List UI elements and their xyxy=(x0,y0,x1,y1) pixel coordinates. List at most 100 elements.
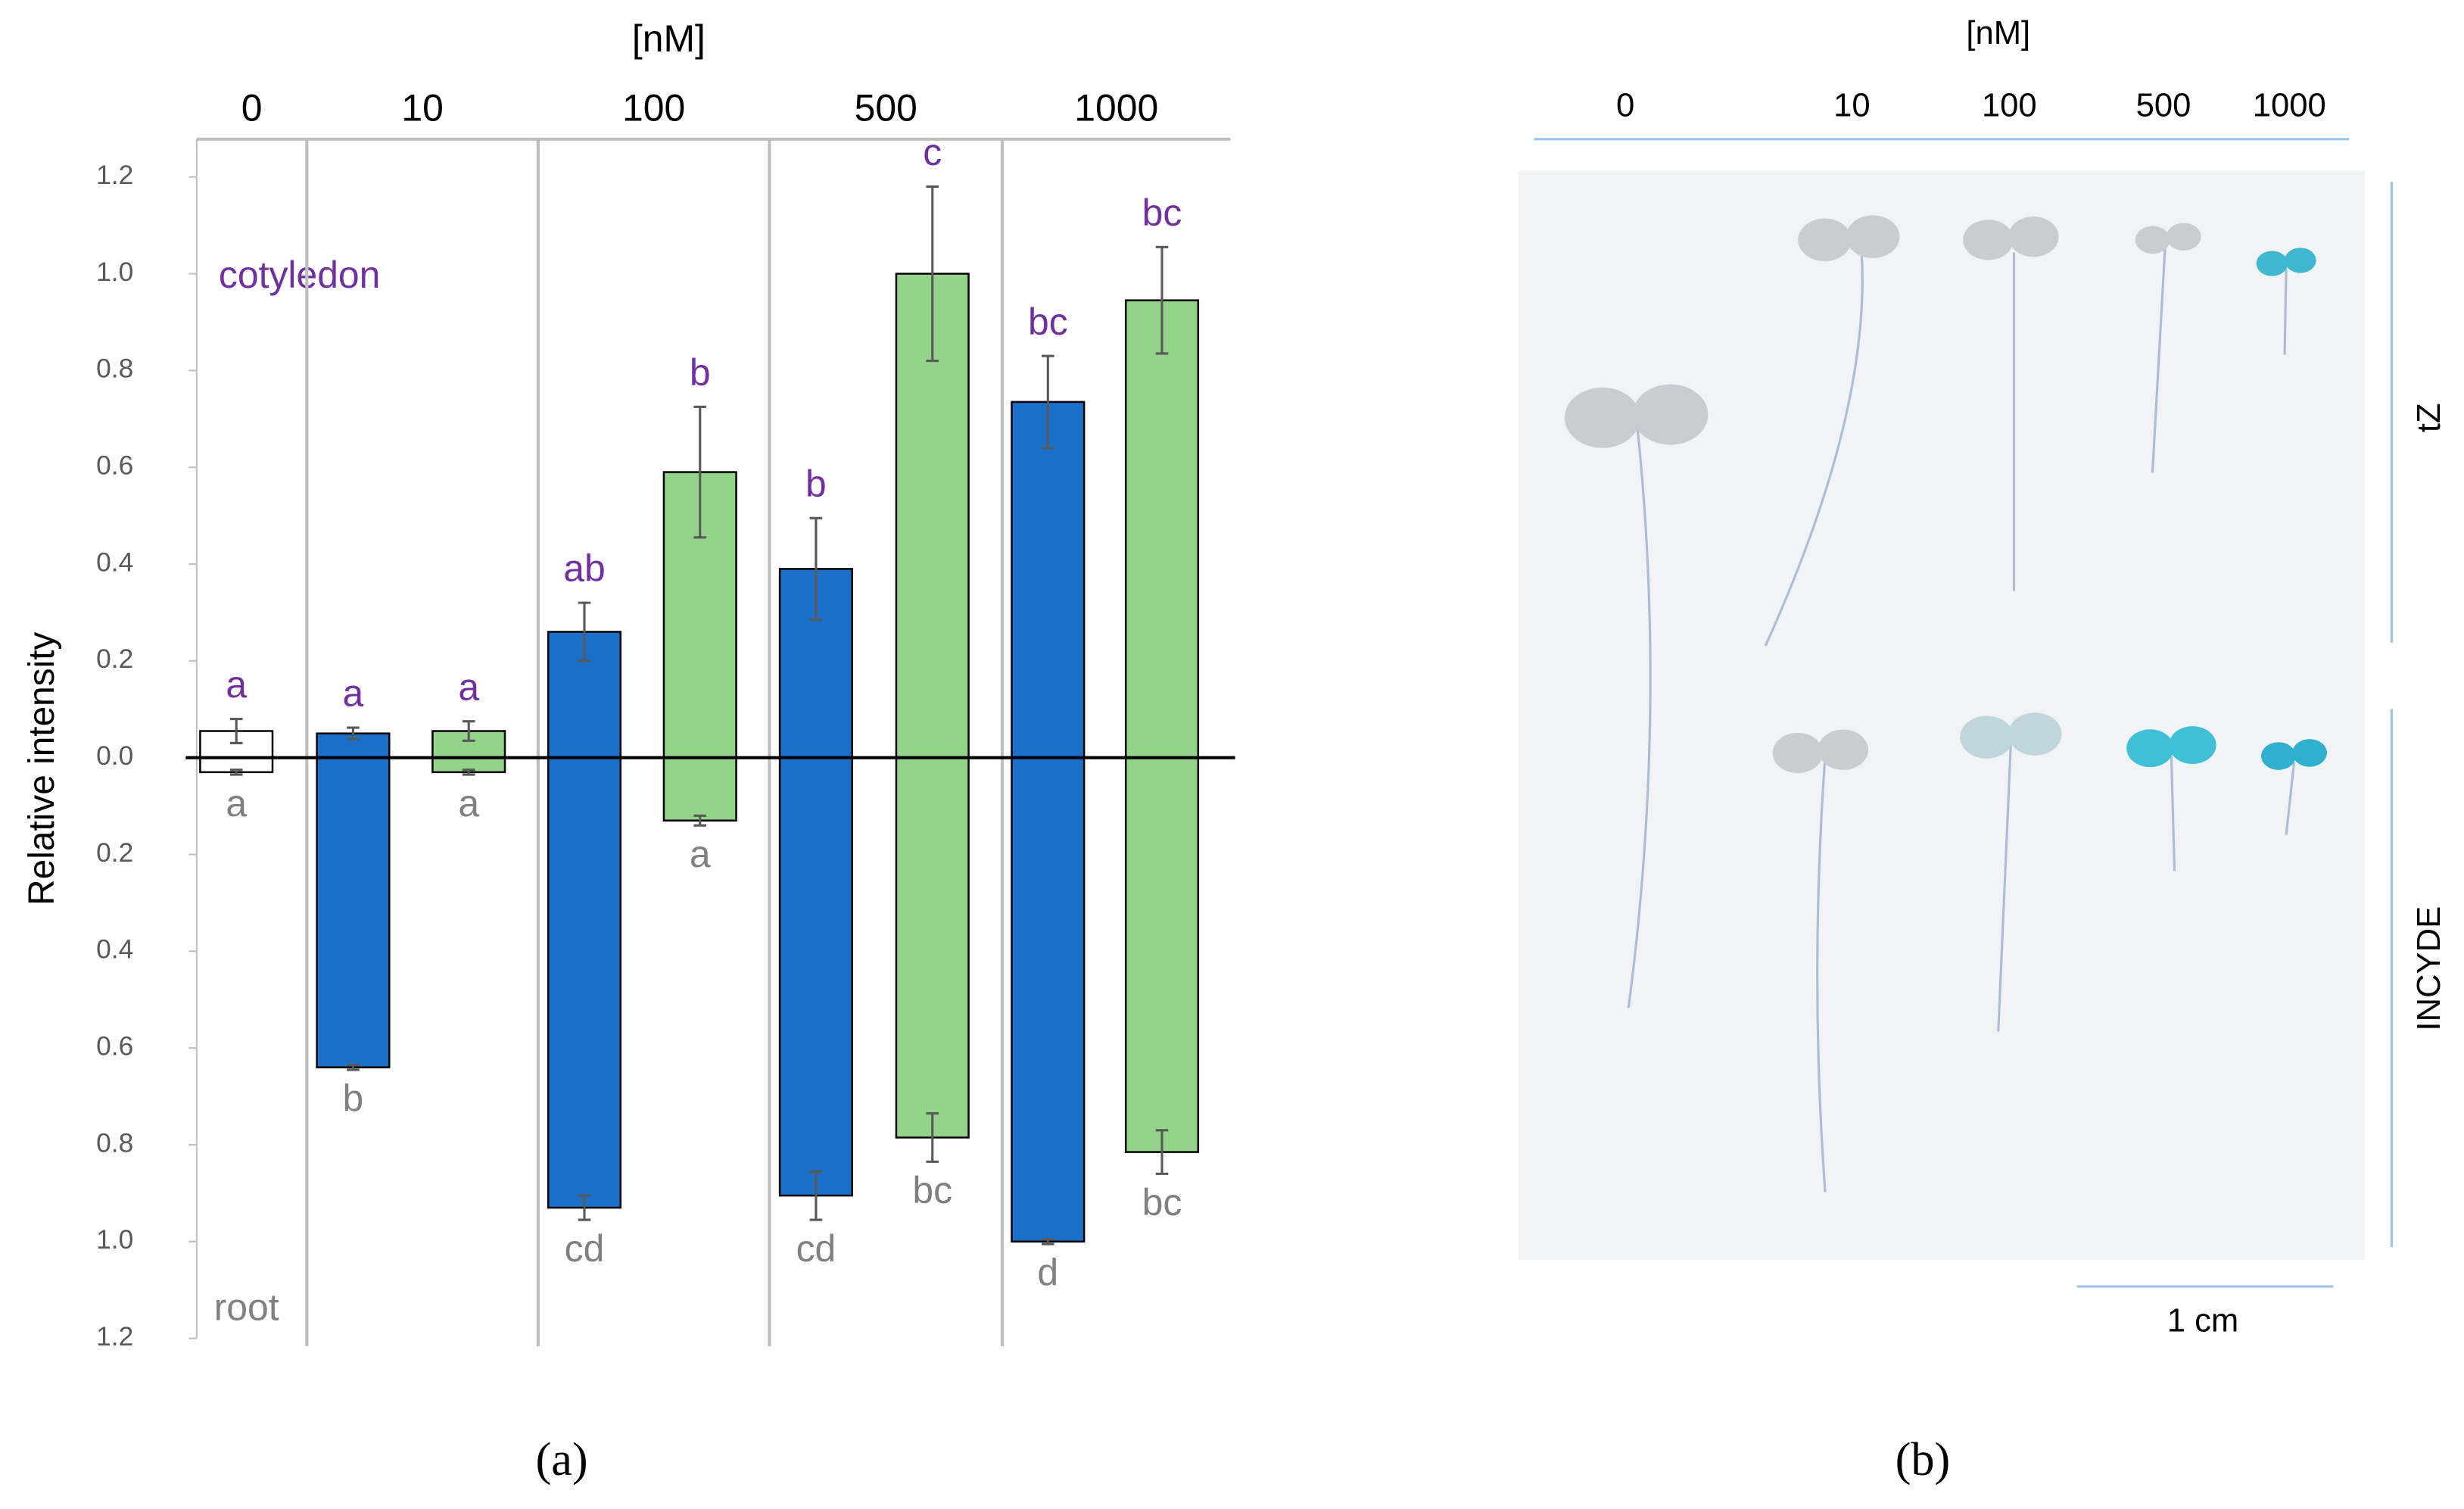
seedling-root xyxy=(2285,762,2296,835)
significance-letter: b xyxy=(690,351,711,394)
caption: (b) xyxy=(1896,1433,1951,1486)
cotyledon-leaf xyxy=(1772,732,1824,774)
significance-letter: bc xyxy=(1142,1181,1182,1224)
y-title: Relative intensity xyxy=(22,631,62,905)
column-label: 1000 xyxy=(2253,87,2326,124)
bar xyxy=(316,756,391,1068)
seedling-root xyxy=(2151,248,2167,473)
error-bar xyxy=(229,717,243,745)
significance-letter: d xyxy=(1037,1252,1058,1294)
cotyledon-leaf xyxy=(2008,217,2059,257)
cotyledon-leaf xyxy=(2126,729,2174,768)
bar xyxy=(662,756,737,822)
column-label: 500 xyxy=(2136,87,2191,124)
bar xyxy=(895,756,970,1139)
error-bar xyxy=(229,769,243,776)
y-tick-label: 0.0 xyxy=(96,741,133,771)
bar xyxy=(1124,299,1200,759)
cotyledon-leaf xyxy=(1564,387,1640,448)
chart-a: 1.2 1.0 0.8 0.6 0.4 0.2 0.0 0.2 0.4 0.6 0.8 1.0 1.2 0… xyxy=(96,87,1235,1352)
error-bar xyxy=(1155,245,1169,355)
significance-letter: bc xyxy=(912,1169,952,1211)
annotation: root xyxy=(214,1286,279,1328)
error-bar xyxy=(926,185,939,363)
seedling-root xyxy=(1816,756,1827,1193)
cotyledon-leaf xyxy=(2256,251,2288,276)
significance-letter: a xyxy=(458,666,479,708)
y-tick-label: 0.6 xyxy=(96,451,133,480)
significance-letter: a xyxy=(458,782,479,825)
photo-background xyxy=(1518,170,2366,1260)
scale-label: 1 cm xyxy=(2167,1302,2239,1339)
significance-letter: cd xyxy=(796,1227,836,1270)
error-bar xyxy=(578,1194,591,1221)
seedling-root xyxy=(1627,417,1652,1009)
error-bar xyxy=(1041,1238,1054,1246)
y-tick-label: 1.2 xyxy=(96,161,133,190)
seedling-root xyxy=(2170,756,2176,871)
row-label: INCYDE xyxy=(2410,906,2447,1031)
y-tick-label: 0.8 xyxy=(96,1128,133,1158)
error-bar xyxy=(462,769,475,776)
error-bar xyxy=(462,720,475,742)
seedling xyxy=(2135,223,2201,473)
y-tick-label: 0.8 xyxy=(96,354,133,384)
group-label: 500 xyxy=(855,87,917,129)
cotyledon-leaf xyxy=(1798,218,1852,262)
y-tick-label: 1.2 xyxy=(96,1322,133,1352)
significance-letter: bc xyxy=(1028,301,1068,343)
photo-panel: [nM] 0 10 100 500 1000 tZ INCYDE 1 cm (b… xyxy=(1518,14,2447,1486)
y-tick-label: 1.0 xyxy=(96,257,133,287)
seedling-root xyxy=(1764,249,1864,647)
significance-letter: a xyxy=(343,672,364,715)
y-tick-label: 0.2 xyxy=(96,838,133,868)
error-bar xyxy=(578,601,591,663)
significance-letter: a xyxy=(226,663,247,706)
seedling xyxy=(2126,726,2216,871)
seedling xyxy=(1772,729,1869,1193)
error-bar xyxy=(809,1170,823,1221)
significance-letter: b xyxy=(343,1077,364,1120)
error-bar xyxy=(809,516,823,622)
error-bar xyxy=(347,1063,360,1071)
error-bar xyxy=(1155,1129,1169,1175)
cotyledon-leaf xyxy=(2169,726,2216,764)
error-bar xyxy=(693,814,707,827)
cotyledon-leaf xyxy=(1818,729,1869,770)
cotyledon-leaf xyxy=(2285,248,2316,273)
seedling-root xyxy=(1997,743,2012,1032)
error-bar xyxy=(347,726,360,740)
caption: (a) xyxy=(535,1433,587,1486)
cotyledon-leaf xyxy=(2008,712,2062,756)
significance-letter: c xyxy=(923,131,942,173)
bar xyxy=(1011,756,1086,1243)
cotyledon-leaf xyxy=(2261,742,2296,770)
error-bar xyxy=(926,1111,939,1163)
seedling xyxy=(1764,215,1900,647)
error-bar xyxy=(1041,354,1054,450)
cotyledon-leaf xyxy=(2292,739,2327,767)
seedling xyxy=(2256,248,2316,355)
bar xyxy=(778,756,853,1197)
y-tick-label: 0.6 xyxy=(96,1031,133,1061)
annotation: cotyledon xyxy=(219,254,381,296)
bar xyxy=(547,756,622,1209)
column-label: 100 xyxy=(1982,87,2037,124)
group-label: 1000 xyxy=(1074,87,1158,129)
cotyledon-leaf xyxy=(2135,226,2170,254)
significance-letter: a xyxy=(226,782,247,825)
cotyledon-leaf xyxy=(1632,384,1709,445)
seedling xyxy=(1963,217,2059,591)
row-label: tZ xyxy=(2410,403,2447,432)
cotyledon-leaf xyxy=(1963,220,2014,260)
group-label: 100 xyxy=(622,87,685,129)
y-tick-label: 0.4 xyxy=(96,935,133,965)
significance-letter: bc xyxy=(1142,192,1182,234)
significance-letter: b xyxy=(805,463,827,505)
error-bar xyxy=(693,405,707,539)
seedling-root xyxy=(2283,268,2288,355)
group-label: 0 xyxy=(241,87,263,129)
significance-letter: cd xyxy=(565,1227,605,1270)
